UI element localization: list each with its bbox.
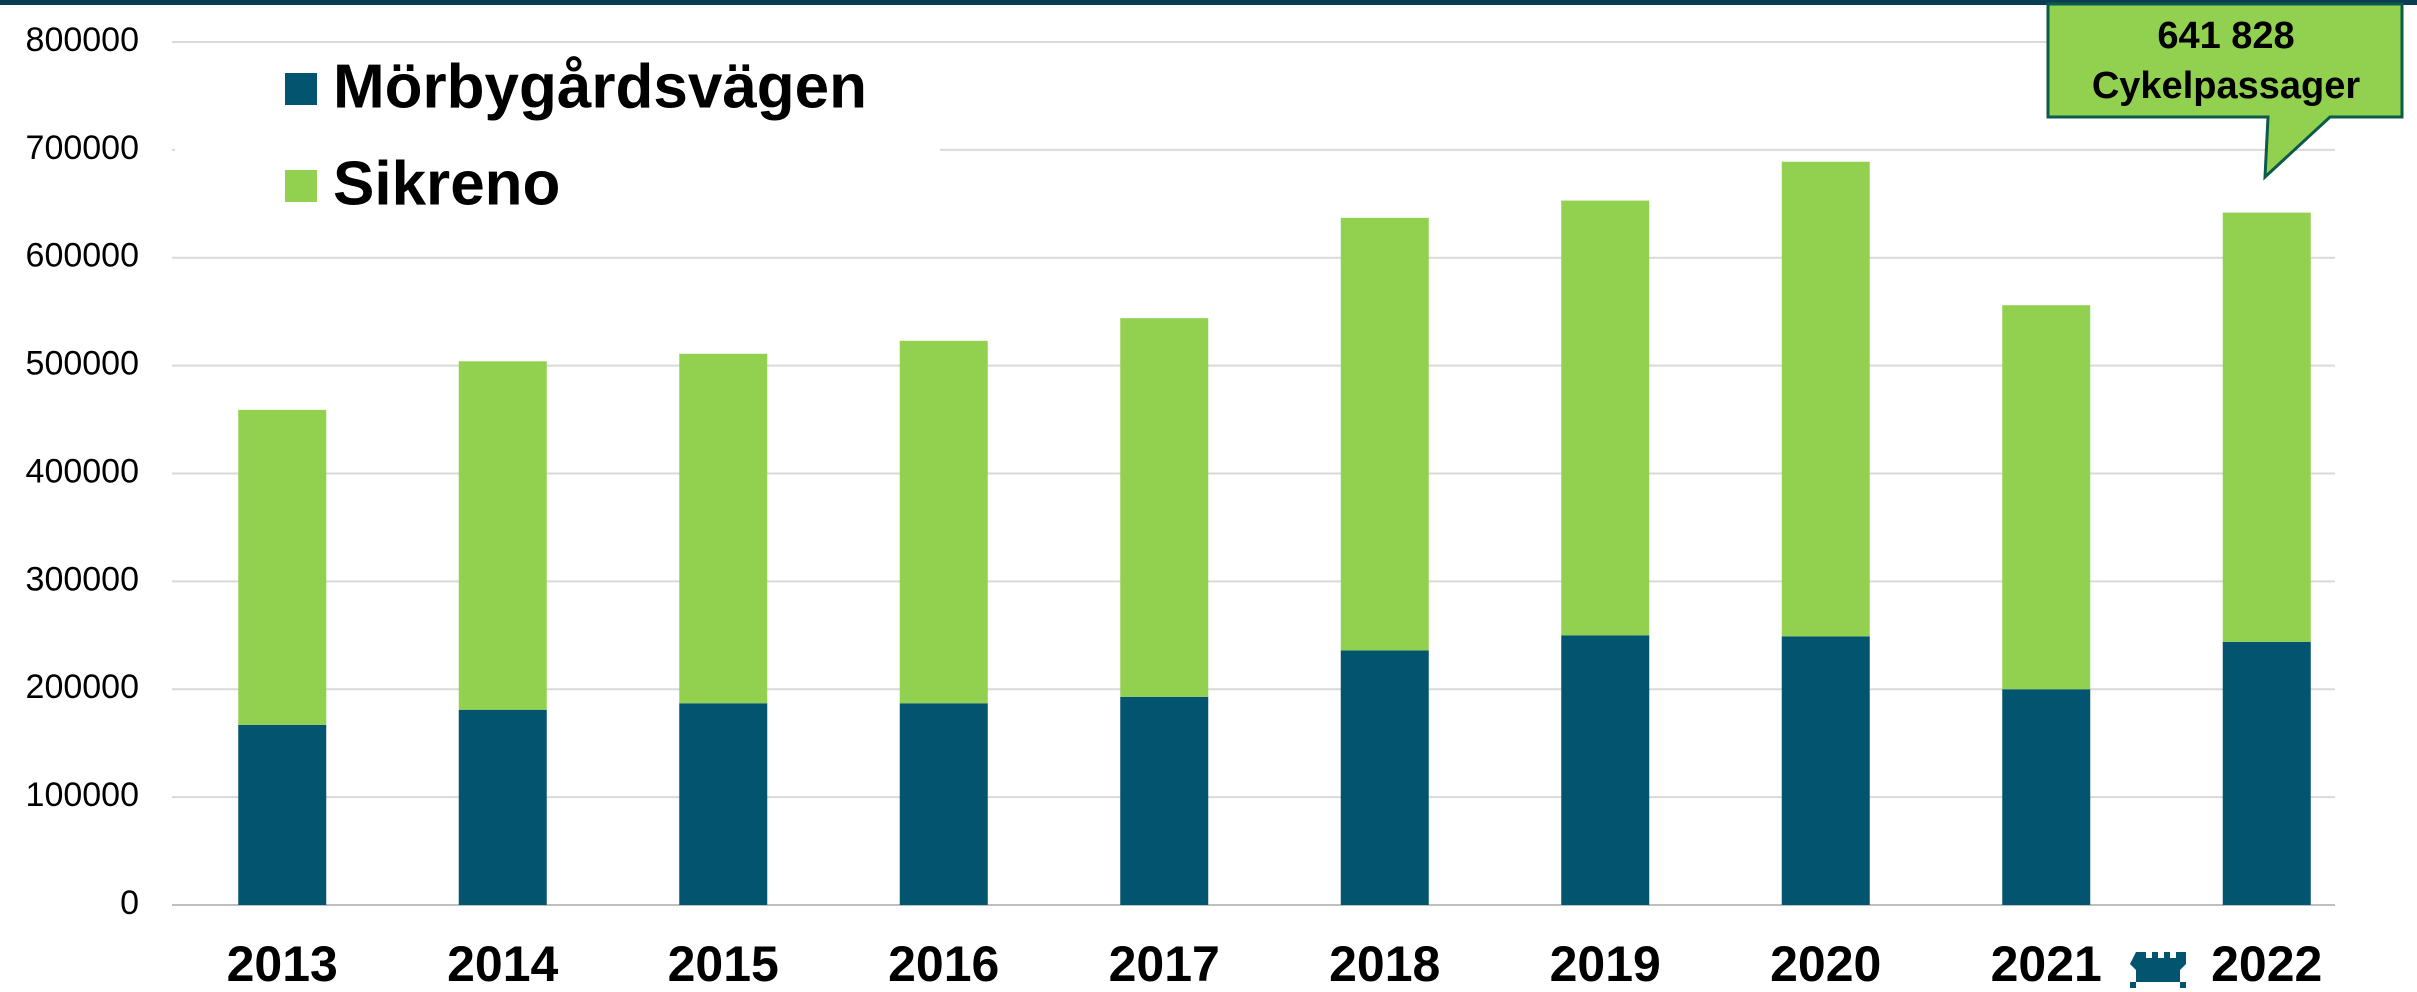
y-tick-label: 400000 <box>26 452 139 490</box>
legend-swatch <box>285 170 317 202</box>
y-tick-label: 800000 <box>26 21 139 59</box>
bar-segment <box>1781 161 1870 637</box>
legend: Mörbygårdsvägen Sikreno <box>285 52 867 218</box>
y-tick-label: 300000 <box>26 560 139 598</box>
bar-segment <box>1561 200 1650 636</box>
x-tick-label: 2022 <box>2211 936 2322 992</box>
y-tick-label: 0 <box>120 884 139 922</box>
y-tick-label: 500000 <box>26 345 139 383</box>
x-tick-label: 2017 <box>1109 936 1220 992</box>
x-tick-label: 2020 <box>1770 936 1881 992</box>
y-tick-label: 100000 <box>26 776 139 814</box>
y-tick-label: 200000 <box>26 668 139 706</box>
bar-segment <box>1340 650 1429 905</box>
bar-segment <box>238 724 327 905</box>
bar-segment <box>1120 318 1209 697</box>
bar-segment <box>2002 305 2091 690</box>
bar-segment <box>2222 641 2311 905</box>
bar-segment <box>899 340 988 704</box>
legend-label: Sikreno <box>333 149 560 218</box>
bar-segment <box>458 361 547 710</box>
bar-segment <box>1340 217 1429 651</box>
x-tick-label: 2021 <box>1991 936 2102 992</box>
bars: 2013 2014 2015 2016 2017 2018 2019 2020 2021 2022 <box>227 161 2322 992</box>
logo-icon <box>2130 952 2186 988</box>
bar-segment <box>2222 212 2311 642</box>
bar-segment <box>1120 696 1209 905</box>
bar-segment <box>679 703 768 905</box>
legend-label: Mörbygårdsvägen <box>333 52 867 121</box>
annotation-line: Cykelpassager <box>2092 65 2360 107</box>
bar-segment <box>238 409 327 725</box>
legend-swatch <box>285 73 317 105</box>
x-tick-label: 2018 <box>1329 936 1440 992</box>
x-tick-label: 2013 <box>227 936 338 992</box>
icon <box>2130 952 2186 988</box>
y-tick-label: 600000 <box>26 237 139 275</box>
x-tick-label: 2014 <box>447 936 558 992</box>
x-tick-label: 2015 <box>668 936 779 992</box>
top-border <box>0 0 2417 5</box>
bar-segment <box>2002 689 2091 905</box>
bar-segment <box>899 703 988 905</box>
callout <box>2046 2 2404 181</box>
x-tick-label: 2019 <box>1550 936 1661 992</box>
bar-segment <box>458 709 547 905</box>
bar-segment <box>1561 635 1650 905</box>
bar-segment <box>1781 636 1870 905</box>
annotation: 641 828 Cykelpassager <box>2046 2 2404 181</box>
annotation-line: 641 828 <box>2157 15 2294 57</box>
x-tick-label: 2016 <box>888 936 999 992</box>
bar-segment <box>679 353 768 704</box>
y-tick-label: 700000 <box>26 129 139 167</box>
